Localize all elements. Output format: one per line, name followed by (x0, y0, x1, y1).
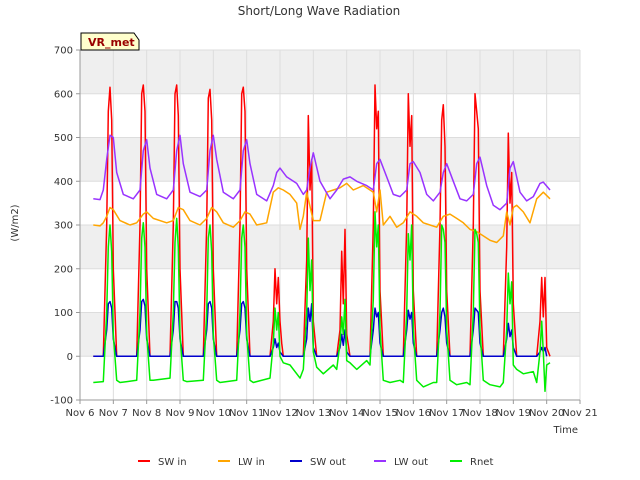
y-tick-label: 600 (54, 89, 73, 100)
series-line-lw-in (93, 182, 551, 244)
x-tick-label: Nov 7 (99, 408, 128, 419)
plot-band (80, 50, 580, 94)
y-axis-label: (W/m2) (10, 204, 21, 241)
legend-item-lw-in: LW in (218, 457, 265, 468)
y-tick-label: 100 (54, 308, 73, 319)
axes: -100 0 100 200 300 400 500 600 700 Nov 6 Nov 7 Nov … (50, 46, 597, 420)
x-tick-label: Nov 16 (396, 408, 431, 419)
legend-item-rnet: Rnet (450, 457, 493, 468)
series-line-lw-out (93, 134, 551, 211)
legend-label: SW out (310, 457, 346, 468)
y-tick-label: 300 (54, 221, 73, 232)
series-line-rnet (93, 211, 551, 393)
y-tick-label: 700 (54, 46, 73, 57)
y-tick-label: 0 (67, 352, 73, 363)
legend-item-lw-out: LW out (374, 457, 428, 468)
legend-label: LW in (238, 457, 265, 468)
y-tick-label: 400 (54, 177, 73, 188)
x-tick-label: Nov 10 (196, 408, 231, 419)
legend-label: Rnet (470, 457, 493, 468)
legend-item-sw-in: SW in (138, 457, 187, 468)
x-tick-label: Nov 17 (429, 408, 464, 419)
plot-band (80, 225, 580, 269)
chart-title: Short/Long Wave Radiation (238, 4, 401, 18)
x-tick-label: Nov 20 (529, 408, 564, 419)
y-tick-label: 500 (54, 133, 73, 144)
x-tick-label: Nov 19 (496, 408, 531, 419)
x-tick-label: Nov 11 (229, 408, 264, 419)
x-tick-label: Nov 18 (462, 408, 497, 419)
series-layer (93, 84, 551, 393)
badge-shape (80, 32, 140, 51)
series-line-sw-out (93, 298, 548, 358)
legend-label: LW out (394, 457, 428, 468)
legend: SW in LW in SW out LW out Rnet (138, 457, 493, 468)
y-tick-label: -100 (50, 396, 73, 407)
x-tick-label: Nov 21 (562, 408, 597, 419)
legend-label: SW in (158, 457, 187, 468)
x-tick-label: Nov 9 (165, 408, 194, 419)
station-badge: VR_met (80, 32, 140, 51)
x-tick-label: Nov 12 (262, 408, 297, 419)
x-tick-label: Nov 13 (296, 408, 331, 419)
x-tick-label: Nov 8 (132, 408, 161, 419)
x-tick-label: Nov 6 (65, 408, 94, 419)
x-axis-label: Time (553, 425, 578, 436)
y-tick-label: 200 (54, 264, 73, 275)
plot-band (80, 137, 580, 182)
plot-band (80, 312, 580, 357)
legend-item-sw-out: SW out (290, 457, 346, 468)
badge-label: VR_met (88, 36, 135, 49)
x-tick-label: Nov 15 (362, 408, 397, 419)
x-tick-label: Nov 14 (329, 408, 364, 419)
